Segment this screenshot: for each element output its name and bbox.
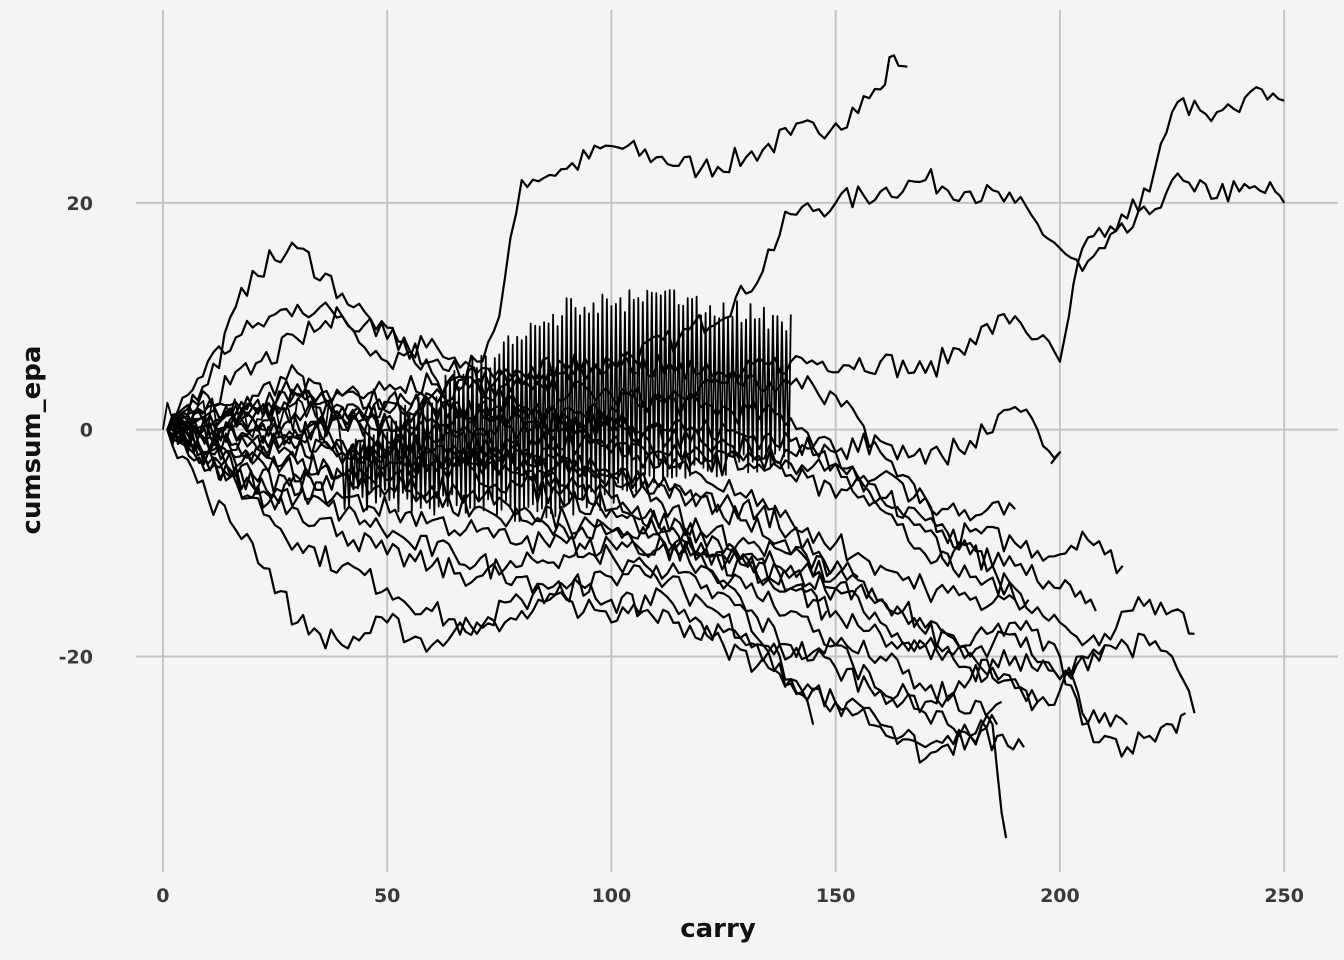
y-tick-label-0: -20 xyxy=(59,647,93,669)
series-line-20 xyxy=(166,418,1106,681)
x-axis-title: carry xyxy=(680,914,756,944)
series-line-12 xyxy=(167,428,999,738)
series-line-oscillating xyxy=(162,289,792,523)
x-tick-label-2: 100 xyxy=(592,885,632,907)
series-line-17 xyxy=(166,420,1128,728)
x-tick-label-1: 50 xyxy=(374,885,400,907)
series-line-21 xyxy=(166,400,1016,612)
series-line-0 xyxy=(166,54,908,465)
series-line-6 xyxy=(166,429,1196,714)
y-axis-title: cumsum_epa xyxy=(17,346,47,535)
x-tick-label-4: 200 xyxy=(1040,885,1080,907)
grid-lines xyxy=(136,10,1338,872)
series-line-10 xyxy=(166,377,1003,717)
y-tick-label-2: 20 xyxy=(67,193,93,215)
x-tick-label-3: 150 xyxy=(816,885,856,907)
series-line-1 xyxy=(166,168,1286,459)
series-lines xyxy=(162,54,1286,839)
series-line-22 xyxy=(166,422,1039,712)
y-tick-labels: -20 0 20 xyxy=(59,193,93,669)
y-tick-label-1: 0 xyxy=(80,420,93,442)
x-tick-label-5: 250 xyxy=(1264,885,1304,907)
series-line-16 xyxy=(166,416,1097,612)
series-line-15 xyxy=(166,395,1195,647)
x-tick-label-0: 0 xyxy=(156,885,169,907)
x-tick-labels: 0 50 100 150 200 250 xyxy=(156,885,1304,907)
series-line-5 xyxy=(166,428,1008,839)
